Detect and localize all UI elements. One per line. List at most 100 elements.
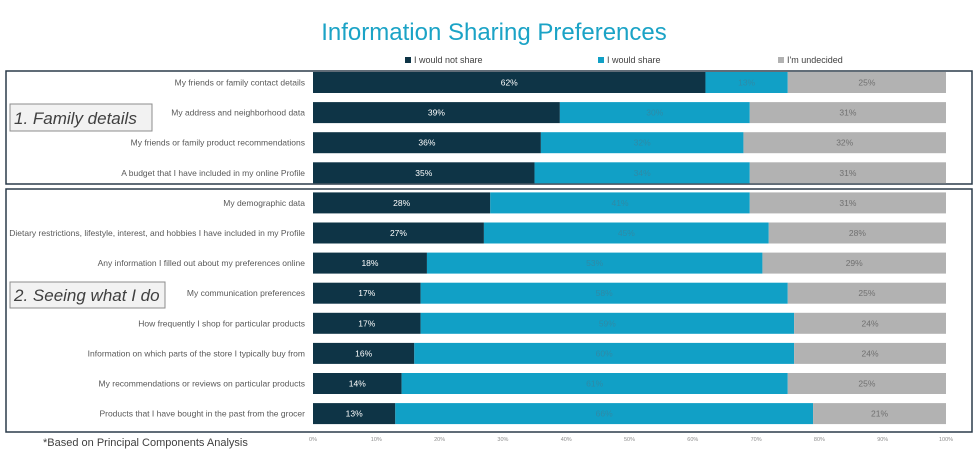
data-label: 25%	[858, 379, 875, 389]
group-boxes	[5, 70, 973, 433]
bar-segment	[743, 132, 946, 154]
bar-segment	[540, 132, 744, 154]
group-box	[5, 70, 973, 185]
bar-segment	[787, 72, 946, 93]
bar-segment	[483, 222, 769, 244]
bar-segment	[768, 222, 946, 244]
bar-segment	[787, 282, 946, 304]
group-label: 2. Seeing what I do	[13, 286, 160, 305]
x-tick-label: 80%	[814, 437, 825, 443]
data-label: 14%	[349, 379, 366, 389]
data-label: 13%	[738, 78, 755, 88]
category-label: A budget that I have included in my onli…	[121, 168, 305, 178]
bar-segment	[420, 282, 788, 304]
x-tick-label: 30%	[497, 437, 508, 443]
legend-label: I would not share	[414, 55, 483, 65]
legend-label: I would share	[607, 55, 661, 65]
bar-segment	[313, 222, 484, 244]
data-label: 41%	[611, 198, 628, 208]
category-label: Products that I have bought in the past …	[99, 409, 305, 419]
data-label: 39%	[428, 108, 445, 118]
data-label: 31%	[839, 108, 856, 118]
data-label: 24%	[862, 348, 879, 358]
bar-segment	[313, 373, 402, 394]
data-label: 18%	[361, 258, 378, 268]
bar-segment	[705, 72, 788, 93]
data-label: 59%	[599, 318, 616, 328]
bar-segment	[490, 192, 750, 214]
x-tick-label: 60%	[687, 437, 698, 443]
bar-segment	[813, 403, 946, 425]
group-label-box	[9, 103, 153, 132]
bar-segment	[749, 192, 946, 214]
bar-segment	[313, 342, 415, 364]
data-label: 28%	[393, 198, 410, 208]
bar-segment	[420, 312, 795, 334]
bar-segment	[313, 162, 535, 184]
group-box	[5, 188, 973, 433]
data-label: 25%	[858, 288, 875, 298]
data-label: 32%	[836, 138, 853, 148]
legend: I would not share I would share I'm undeci…	[405, 55, 843, 65]
category-label: My address and neighborhood data	[171, 108, 305, 118]
data-label: 31%	[839, 168, 856, 178]
category-label: My friends or family contact details	[175, 78, 305, 88]
data-label: 53%	[586, 258, 603, 268]
x-tick-label: 20%	[434, 437, 445, 443]
group-label: 1. Family details	[14, 109, 137, 128]
bar-segment	[762, 252, 946, 274]
bar-segment	[794, 312, 946, 334]
data-label: 32%	[634, 138, 651, 148]
x-tick-label: 70%	[751, 437, 762, 443]
data-label: 34%	[634, 168, 651, 178]
data-label: 62%	[501, 78, 518, 88]
x-tick-label: 100%	[939, 437, 953, 443]
x-tick-label: 10%	[371, 437, 382, 443]
bar-segment	[313, 312, 421, 334]
data-label: 25%	[858, 78, 875, 88]
category-label: My communication preferences	[187, 288, 305, 298]
group-label-box	[9, 281, 166, 309]
footnote: *Based on Principal Components Analysis	[43, 437, 248, 449]
data-label: 60%	[596, 348, 613, 358]
x-tick-label: 0%	[309, 437, 317, 443]
bars: 62% 13% 25% 39% 30% 31% 36% 32% 32% 35% 34% 31% 28% 4…	[313, 72, 946, 425]
data-label: 28%	[849, 228, 866, 238]
bar-segment	[313, 72, 706, 93]
category-label: Any information I filled out about my pr…	[98, 258, 306, 268]
data-label: 58%	[596, 288, 613, 298]
bar-segment	[313, 192, 491, 214]
bar-segment	[313, 252, 427, 274]
bar-segment	[559, 102, 750, 124]
category-label: My friends or family product recommendat…	[131, 138, 305, 148]
data-label: 29%	[846, 258, 863, 268]
data-label: 16%	[355, 348, 372, 358]
bar-segment	[787, 373, 946, 394]
legend-label: I'm undecided	[787, 55, 843, 65]
bar-segment	[313, 132, 541, 154]
bar-segment	[401, 373, 788, 394]
data-label: 31%	[839, 198, 856, 208]
group-labels: 1. Family details 2. Seeing what I do	[9, 103, 166, 309]
bar-segment	[534, 162, 750, 184]
data-label: 35%	[415, 168, 432, 178]
legend-swatch	[598, 57, 604, 63]
category-labels: My friends or family contact details My a…	[9, 78, 305, 419]
category-label: Dietary restrictions, lifestyle, interes…	[9, 228, 305, 238]
data-label: 30%	[646, 108, 663, 118]
x-tick-label: 90%	[877, 437, 888, 443]
legend-swatch	[405, 57, 411, 63]
data-label: 66%	[596, 409, 613, 419]
legend-swatch	[778, 57, 784, 63]
chart-title: Information Sharing Preferences	[321, 19, 667, 46]
bar-segment	[749, 102, 946, 124]
data-label: 24%	[862, 318, 879, 328]
x-tick-label: 50%	[624, 437, 635, 443]
x-axis-ticks: 0% 10% 20% 30% 40% 50% 60% 70% 80% 90% 100%	[309, 437, 953, 443]
data-label: 17%	[358, 318, 375, 328]
data-label: 17%	[358, 288, 375, 298]
x-tick-label: 40%	[561, 437, 572, 443]
data-label: 61%	[586, 379, 603, 389]
bar-segment	[749, 162, 946, 184]
category-label: My demographic data	[223, 198, 305, 208]
